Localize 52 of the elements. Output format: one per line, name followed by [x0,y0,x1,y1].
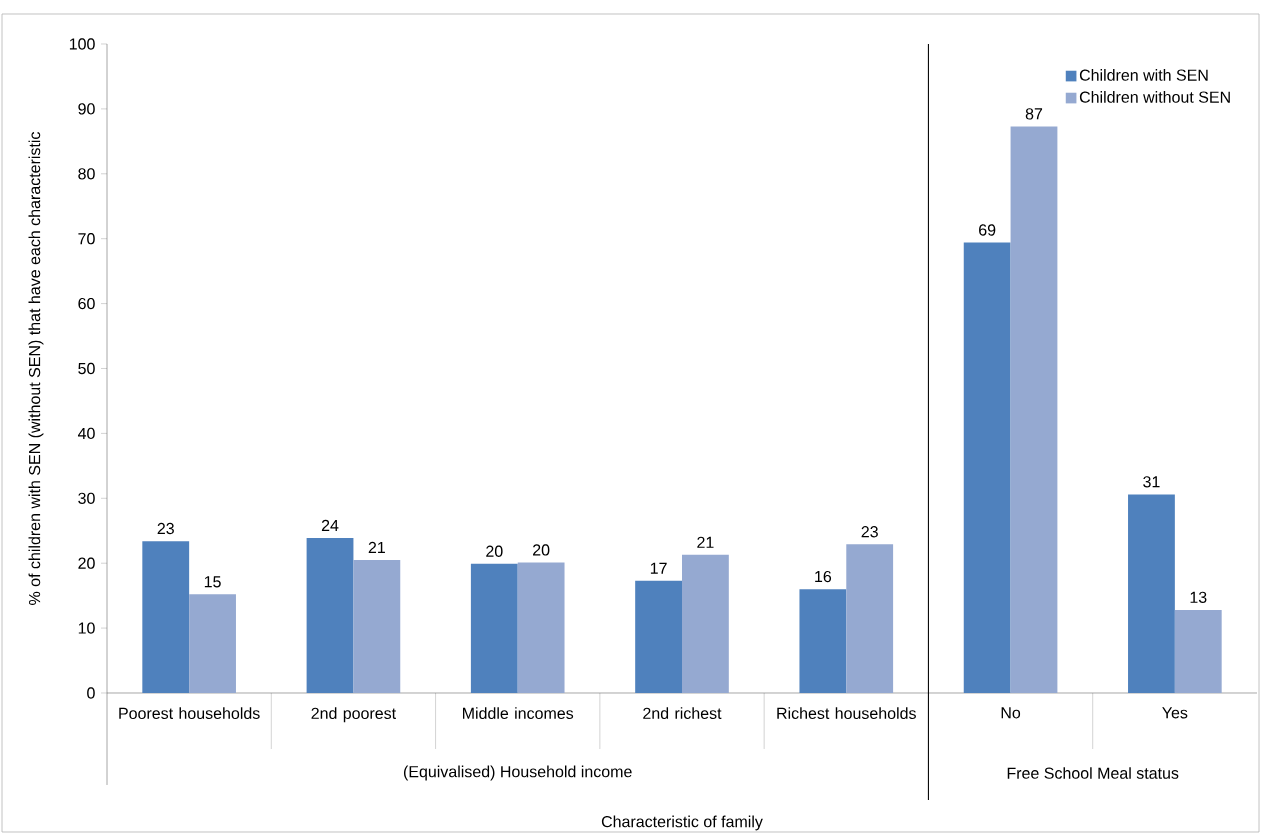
data-label: 13 [1190,591,1207,604]
bar [517,562,565,694]
y-tick-label: 80 [78,168,95,180]
data-label: 20 [533,544,550,556]
data-label: 17 [650,562,667,574]
bar [470,563,518,694]
bar [189,594,236,694]
y-tick-label: 0 [87,687,95,699]
x-tick-label: Yes [1162,707,1188,719]
bar [635,580,682,694]
text: Free School Meal status [1007,767,1179,779]
bar [1174,610,1222,694]
bar [142,541,190,694]
y-tick-label: 40 [77,427,95,440]
legend-label: Children without SEN [1079,91,1230,103]
bar [963,242,1011,694]
y-tick-label: 100 [69,38,95,50]
y-tick-label: 50 [78,362,95,375]
x-tick-label: 2nd richest [643,707,722,720]
data-label: 24 [321,519,339,532]
bar [1010,126,1058,694]
data-label: 21 [368,541,385,554]
data-label: 20 [486,545,503,558]
text: (Equivalised) Household income [403,765,632,781]
x-tick-label: Richest households [777,707,916,720]
legend-label: Children with SEN [1079,69,1208,81]
data-label: 15 [204,576,221,588]
x-tick-label: 2nd poorest [311,707,396,723]
data-label: 23 [157,522,174,535]
data-label: 87 [1025,108,1043,120]
data-label: 16 [815,571,832,583]
data-label: 69 [979,224,996,236]
bar [682,554,729,694]
data-label: 23 [861,526,878,538]
x-tick-label: Poorest households [119,707,260,720]
y-tick-label: 60 [78,298,95,310]
y-axis-title: % of children with SEN (without SEN) that have each characteristic [28,132,44,606]
y-tick-label: 90 [78,103,95,115]
y-tick-label: 70 [78,233,95,245]
x-tick-label: Middle incomes [463,707,574,720]
bar [799,589,847,694]
bar [1128,494,1175,694]
bar [353,560,401,694]
data-label: 21 [697,536,714,548]
y-tick-label: 10 [78,622,95,634]
data-label: 31 [1143,476,1160,488]
bar [306,537,354,694]
y-tick-label: 20 [78,557,95,569]
x-tick-label: No [1001,707,1021,719]
y-tick-label: 30 [78,492,95,505]
text: Characteristic of family [601,815,763,831]
bar [846,544,894,694]
